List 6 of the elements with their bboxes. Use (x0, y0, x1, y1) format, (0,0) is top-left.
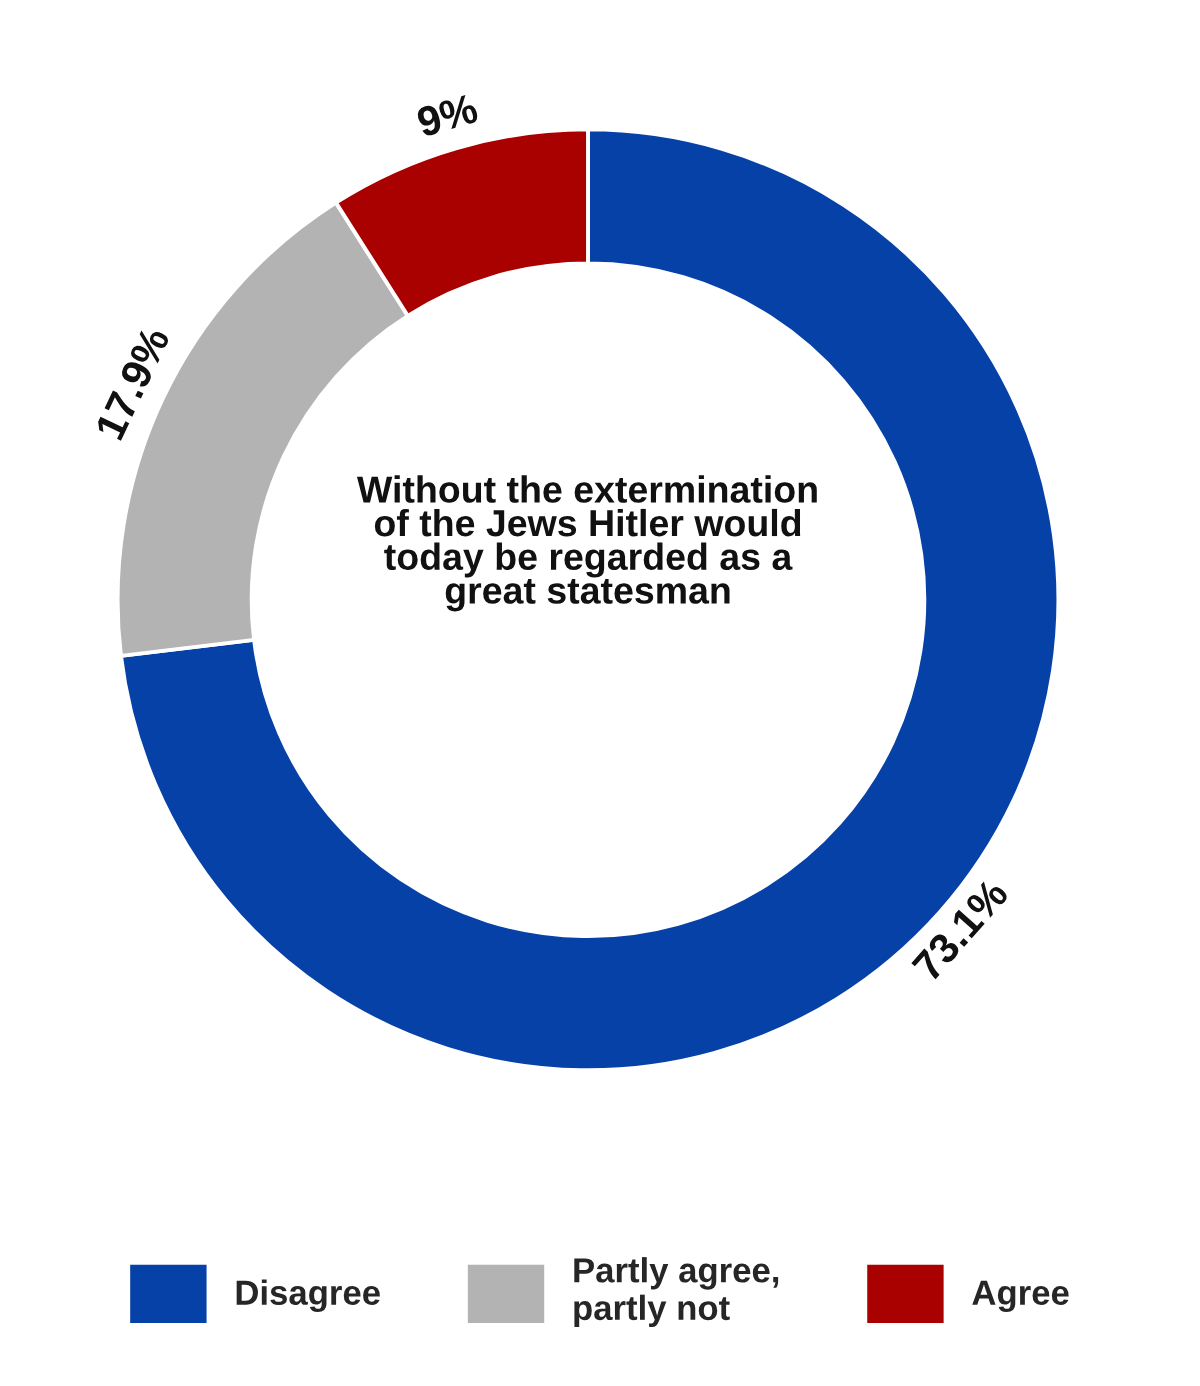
legend-label: Agree (972, 1280, 1069, 1313)
legend-label: Partly agree, partly not (574, 1257, 779, 1328)
data-label: 17.9% (94, 324, 171, 441)
data-label: 9% (415, 93, 480, 138)
legend-label: Disagree (236, 1279, 380, 1313)
text: Without the extermination of the Jews Hitler would today be regarded as a great statesman (356, 475, 817, 612)
